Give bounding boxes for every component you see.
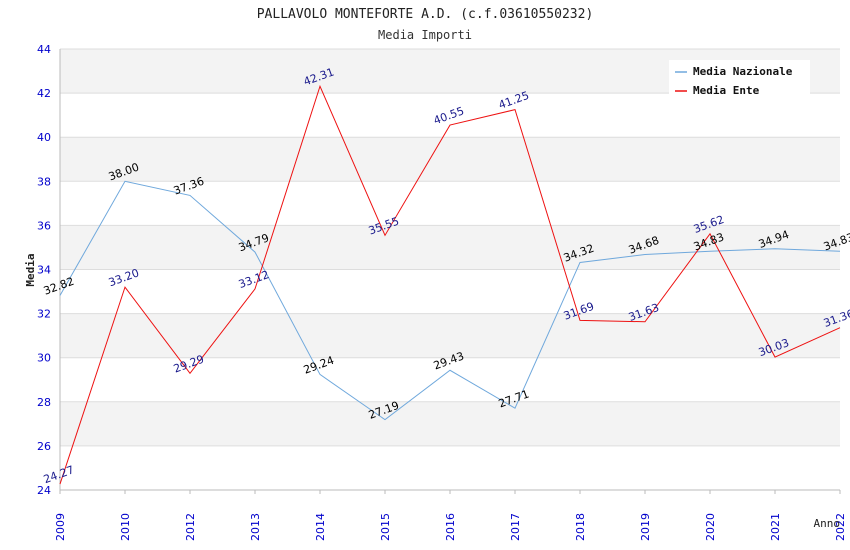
series-line-media-ente xyxy=(59,84,841,485)
x-tick-label: 2014 xyxy=(314,513,327,541)
plot-band xyxy=(60,313,840,358)
x-tick-label: 2019 xyxy=(639,513,652,541)
y-tick-label: 26 xyxy=(37,440,51,453)
chart-subtitle: Media Importi xyxy=(378,28,472,42)
y-tick-label: 44 xyxy=(37,43,51,56)
x-tick-label: 2020 xyxy=(704,513,717,541)
legend-label-media-nazionale: Media Nazionale xyxy=(693,65,793,78)
x-tick-label: 2021 xyxy=(769,513,782,541)
y-tick-label: 42 xyxy=(37,87,51,100)
y-tick-label: 28 xyxy=(37,396,51,409)
x-tick-label: 2012 xyxy=(184,513,197,541)
gridlines xyxy=(60,48,840,447)
series-lines xyxy=(59,84,841,485)
plot-band xyxy=(60,225,840,270)
plot-band xyxy=(60,137,840,182)
x-axis-label: Anno xyxy=(814,517,841,530)
legend-label-media-ente: Media Ente xyxy=(693,84,760,97)
x-tick-label: 2015 xyxy=(379,513,392,541)
y-tick-label: 34 xyxy=(37,264,51,277)
y-tick-label: 30 xyxy=(37,352,51,365)
x-tick-label: 2022 xyxy=(834,513,847,541)
x-tick-label: 2009 xyxy=(54,513,67,541)
x-tick-label: 2013 xyxy=(249,513,262,541)
x-tick-label: 2017 xyxy=(509,513,522,541)
y-tick-label: 32 xyxy=(37,308,51,321)
y-tick-labels: 24 26 28 30 32 34 36 38 40 42 44 xyxy=(37,43,51,497)
y-tick-label: 40 xyxy=(37,131,51,144)
legend: Media Nazionale Media Ente xyxy=(669,60,810,102)
y-tick-label: 24 xyxy=(37,484,51,497)
x-tick-label: 2016 xyxy=(444,513,457,541)
x-tick-label: 2010 xyxy=(119,513,132,541)
plot-band xyxy=(60,401,840,446)
y-tick-label: 38 xyxy=(37,175,51,188)
x-tick-label: 2018 xyxy=(574,513,587,541)
legend-box xyxy=(669,60,810,102)
chart-title: PALLAVOLO MONTEFORTE A.D. (c.f.036105502… xyxy=(257,7,594,22)
y-tick-label: 36 xyxy=(37,219,51,232)
series-line-media-nazionale xyxy=(59,180,841,421)
x-tick-labels: 2009 2010 2012 2013 2014 2015 2016 2017 2018 2019… xyxy=(54,490,847,541)
y-axis-label: Media xyxy=(24,253,37,286)
